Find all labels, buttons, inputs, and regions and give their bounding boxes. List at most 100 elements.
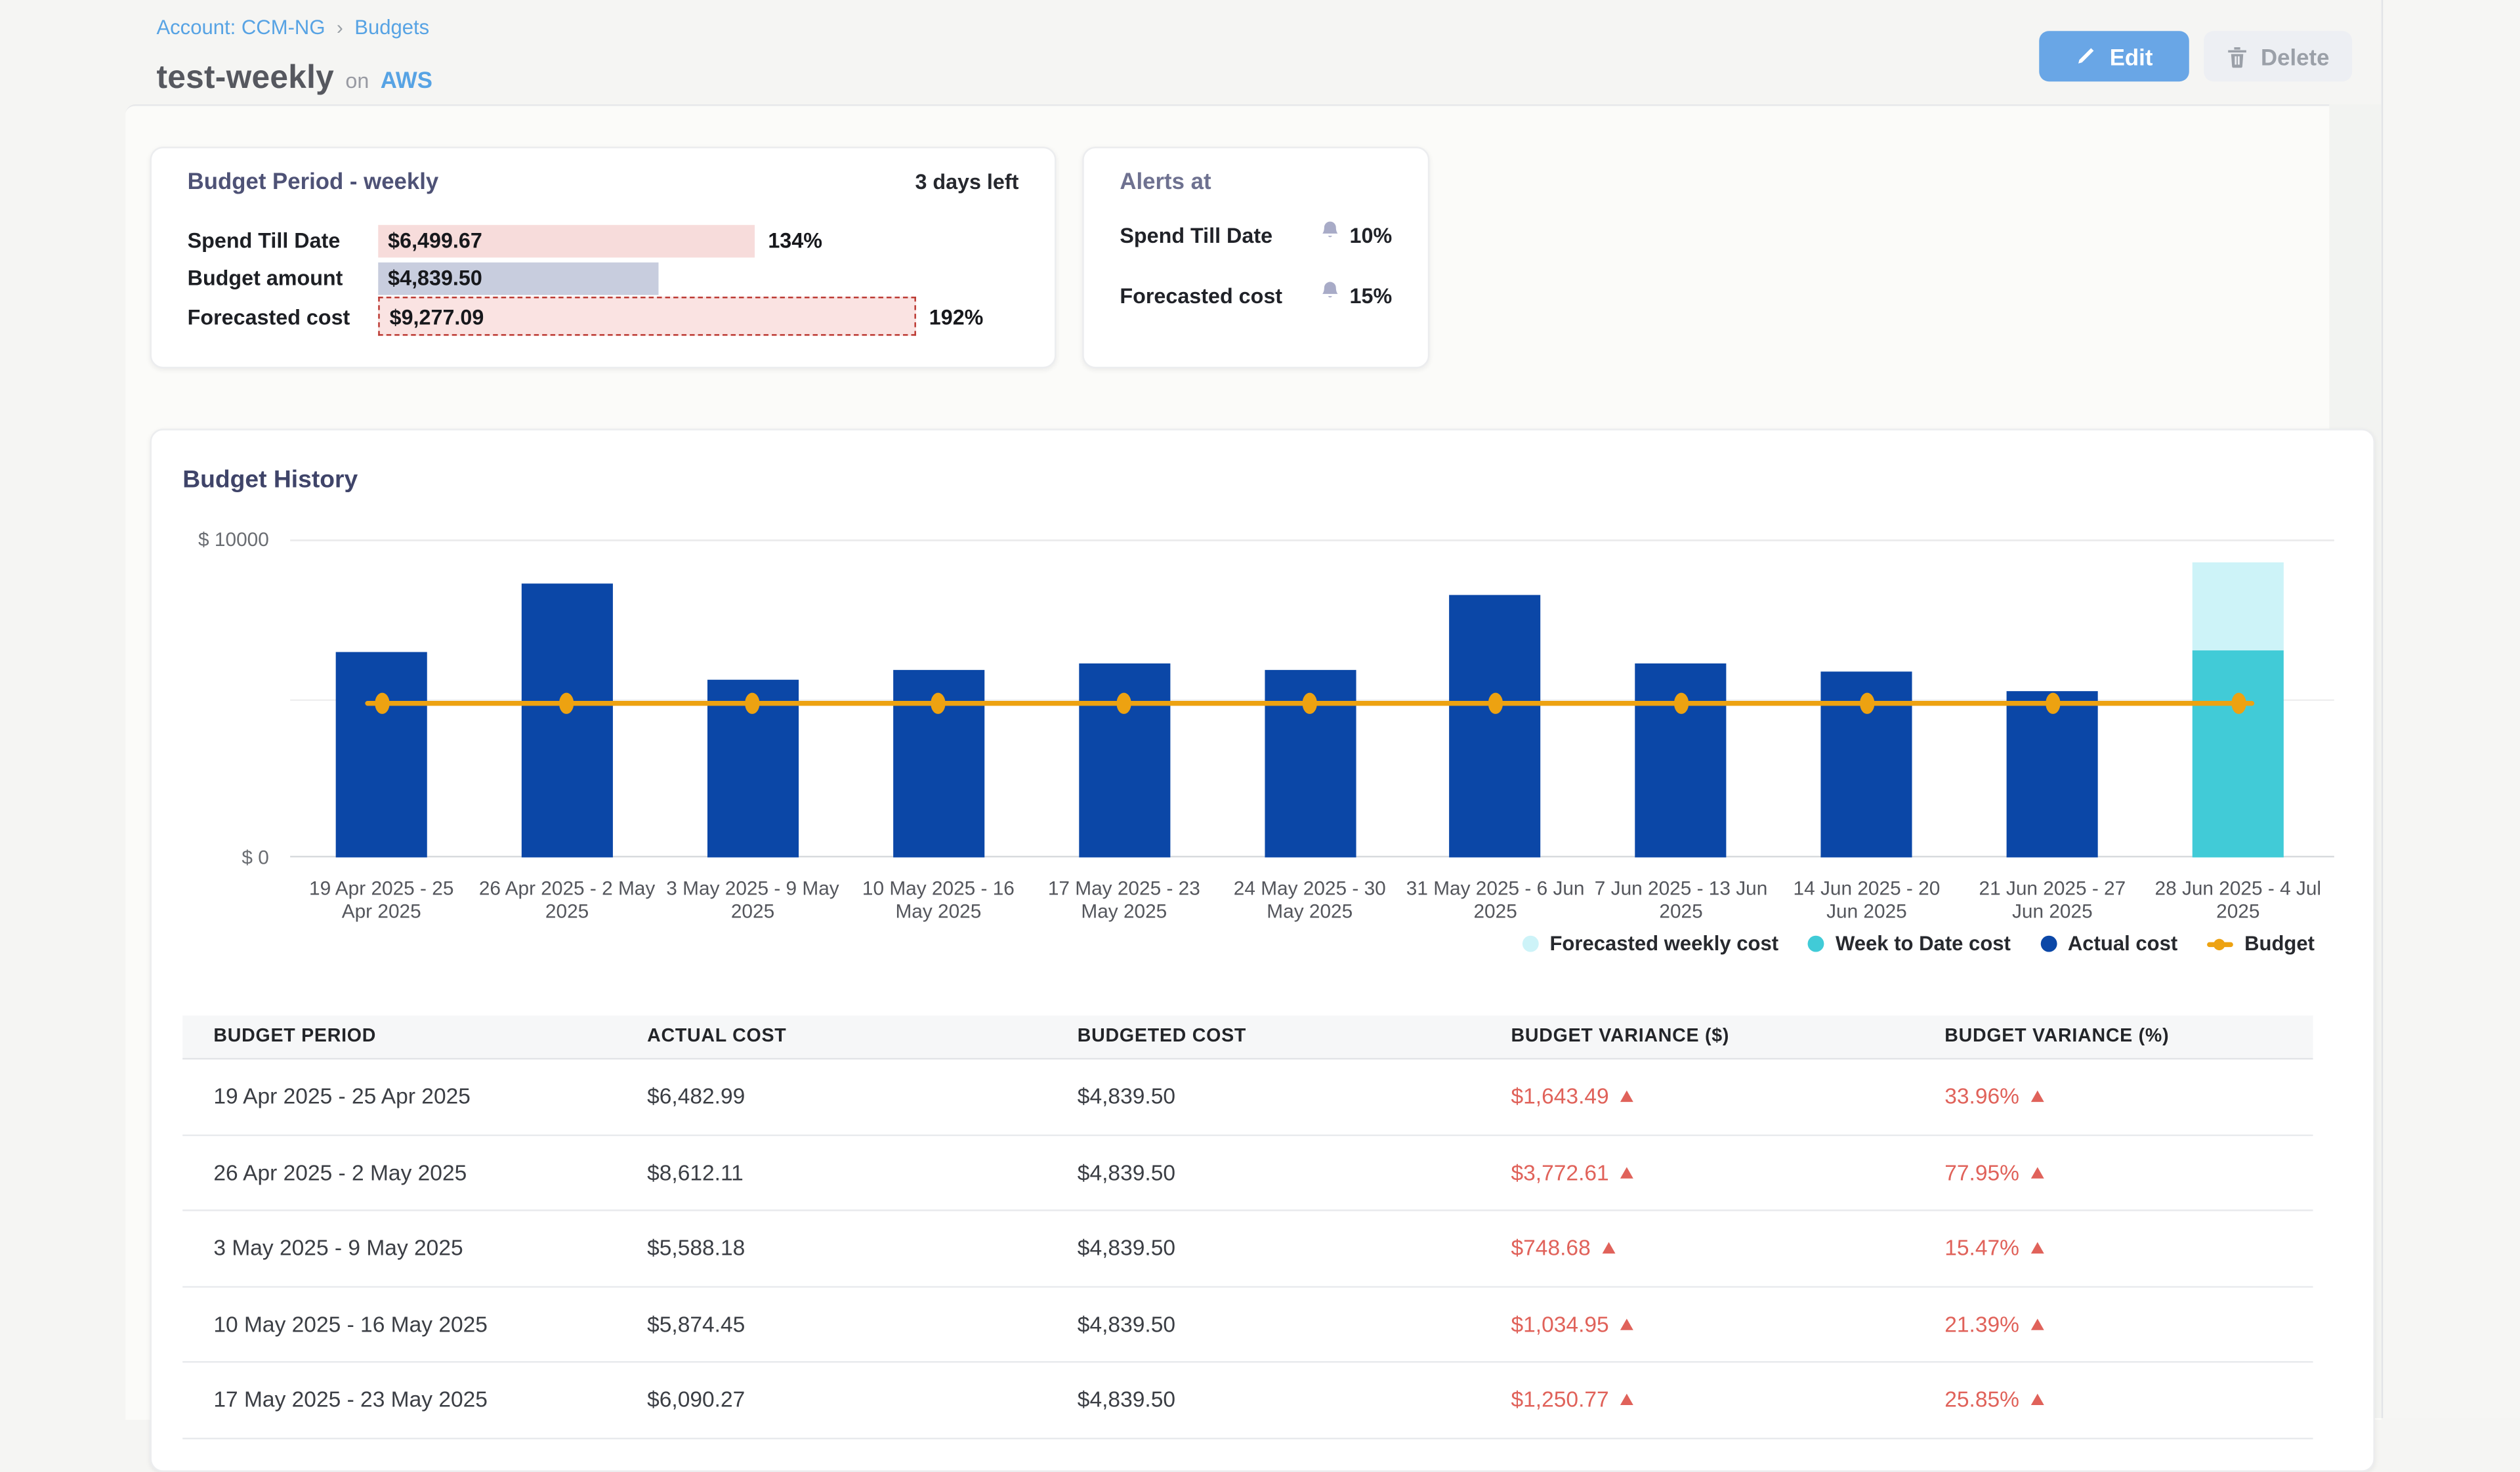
budget-detail-page: Account: CCM-NG › Budgets test-weekly on… [0, 0, 2520, 1418]
budget-line-marker[interactable] [1488, 693, 1502, 714]
up-triangle-icon [2030, 1091, 2044, 1102]
budget-amount-value: $4,839.50 [378, 266, 482, 290]
col-budget-variance-usd: BUDGET VARIANCE ($) [1480, 1027, 1914, 1047]
budget-line-icon [2207, 936, 2233, 952]
budget-amount-bar: $4,839.50 [378, 262, 659, 295]
alert-row-forecast: Forecasted cost 15% [1120, 280, 1392, 310]
col-budget-period: BUDGET PERIOD [182, 1027, 616, 1047]
legend-forecasted-weekly[interactable]: Forecasted weekly cost [1522, 933, 1778, 956]
actual-cost-bar[interactable] [522, 583, 613, 857]
forecast-dot-icon [1522, 936, 1538, 952]
legend-week-to-date[interactable]: Week to Date cost [1808, 933, 2011, 956]
x-axis-label: 21 Jun 2025 - 27Jun 2025 [1961, 877, 2143, 923]
cell-variance-usd: $1,034.95 [1480, 1312, 1914, 1336]
week-to-date-dot-icon [1808, 936, 1824, 952]
table-row: 17 May 2025 - 23 May 2025 $6,090.27 $4,8… [182, 1362, 2313, 1438]
cell-variance-usd: $3,772.61 [1480, 1160, 1914, 1185]
budget-period-card: Budget Period - weekly 3 days left Spend… [150, 147, 1057, 369]
delete-button[interactable]: Delete [2204, 31, 2352, 81]
spend-till-date-value: $6,499.67 [378, 228, 482, 253]
budget-line-marker[interactable] [1673, 693, 1688, 714]
breadcrumb: Account: CCM-NG › Budgets [156, 16, 429, 39]
cell-budget-period: 19 Apr 2025 - 25 Apr 2025 [182, 1084, 616, 1108]
actual-cost-bar[interactable] [1635, 663, 1727, 858]
cell-budgeted-cost: $4,839.50 [1047, 1312, 1480, 1336]
forecasted-cost-value: $9,277.09 [380, 304, 484, 328]
budget-history-card: Budget History Forecasted weekly cost We… [150, 429, 2375, 1472]
legend-label: Forecasted weekly cost [1549, 933, 1778, 956]
x-axis-label: 10 May 2025 - 16May 2025 [847, 877, 1030, 923]
x-axis-label: 17 May 2025 - 23May 2025 [1033, 877, 1215, 923]
table-row: 26 Apr 2025 - 2 May 2025 $8,612.11 $4,83… [182, 1135, 2313, 1211]
budget-line-marker[interactable] [1859, 693, 1874, 714]
forecasted-cost-row: Forecasted cost $9,277.09 192% [188, 297, 984, 336]
spend-till-date-label: Spend Till Date [188, 228, 379, 253]
breadcrumb-separator-icon: › [337, 16, 343, 39]
up-triangle-icon [2030, 1167, 2044, 1178]
table-row: 3 May 2025 - 9 May 2025 $5,588.18 $4,839… [182, 1211, 2313, 1286]
table-row: 10 May 2025 - 16 May 2025 $5,874.45 $4,8… [182, 1287, 2313, 1362]
cell-variance-pct: 33.96% [1914, 1084, 2313, 1108]
x-axis-label: 14 Jun 2025 - 20Jun 2025 [1775, 877, 1958, 923]
chart-plot [290, 539, 2334, 857]
forecasted-weekly-bar[interactable] [2193, 562, 2284, 651]
cell-budgeted-cost: $4,839.50 [1047, 1387, 1480, 1412]
up-triangle-icon [2030, 1394, 2044, 1405]
forecasted-cost-percent: 192% [929, 304, 984, 328]
trash-icon [2227, 45, 2248, 68]
alert-forecast-threshold: 15% [1350, 283, 1393, 307]
legend-label: Week to Date cost [1836, 933, 2011, 956]
legend-label: Budget [2244, 933, 2315, 956]
bell-icon [1320, 220, 1340, 249]
actual-cost-bar[interactable] [1450, 595, 1541, 857]
up-triangle-icon [1620, 1167, 1633, 1178]
cell-variance-usd: $1,643.49 [1480, 1084, 1914, 1108]
table-body: 19 Apr 2025 - 25 Apr 2025 $6,482.99 $4,8… [182, 1059, 2313, 1438]
cell-variance-usd: $748.68 [1480, 1236, 1914, 1260]
x-axis-label: 3 May 2025 - 9 May2025 [662, 877, 844, 923]
cell-budget-period: 17 May 2025 - 23 May 2025 [182, 1387, 616, 1412]
alerts-header: Alerts at [1120, 168, 1211, 194]
cell-actual-cost: $5,588.18 [616, 1236, 1047, 1260]
cell-variance-pct: 77.95% [1914, 1160, 2313, 1185]
up-triangle-icon [1620, 1318, 1633, 1330]
x-axis-label: 28 Jun 2025 - 4 Jul2025 [2147, 877, 2329, 923]
edit-button[interactable]: Edit [2039, 31, 2189, 81]
actual-cost-bar[interactable] [2007, 692, 2098, 857]
edit-button-label: Edit [2110, 43, 2153, 70]
platform-link[interactable]: AWS [381, 67, 432, 93]
alert-spend-label: Spend Till Date [1120, 222, 1272, 247]
budget-period-header: Budget Period - weekly [188, 168, 439, 194]
budget-history-chart: Forecasted weekly cost Week to Date cost… [152, 431, 2373, 985]
budget-amount-row: Budget amount $4,839.50 [188, 261, 659, 295]
spend-till-date-percent: 134% [768, 228, 822, 253]
spend-till-date-bar: $6,499.67 [378, 224, 755, 257]
title-connector: on [345, 68, 369, 93]
week-to-date-bar[interactable] [2193, 651, 2284, 858]
alert-spend-threshold: 10% [1350, 222, 1393, 247]
cell-budget-period: 10 May 2025 - 16 May 2025 [182, 1312, 616, 1336]
table-row: 19 Apr 2025 - 25 Apr 2025 $6,482.99 $4,8… [182, 1059, 2313, 1135]
legend-budget[interactable]: Budget [2207, 933, 2315, 956]
cell-variance-pct: 21.39% [1914, 1312, 2313, 1336]
delete-button-label: Delete [2261, 43, 2329, 70]
spend-till-date-row: Spend Till Date $6,499.67 134% [188, 223, 822, 257]
alert-forecast-label: Forecasted cost [1120, 283, 1282, 307]
breadcrumb-account-link[interactable]: Account: CCM-NG [156, 16, 325, 39]
actual-cost-bar[interactable] [336, 651, 427, 857]
cell-budget-period: 3 May 2025 - 9 May 2025 [182, 1236, 616, 1260]
up-triangle-icon [1602, 1242, 1615, 1253]
actual-cost-dot-icon [2040, 936, 2057, 952]
gridline [290, 539, 2334, 541]
breadcrumb-budgets-link[interactable]: Budgets [354, 16, 429, 39]
col-actual-cost: ACTUAL COST [616, 1027, 1047, 1047]
cell-actual-cost: $8,612.11 [616, 1160, 1047, 1185]
legend-actual-cost[interactable]: Actual cost [2040, 933, 2178, 956]
cell-variance-pct: 25.85% [1914, 1387, 2313, 1412]
up-triangle-icon [2030, 1318, 2044, 1330]
up-triangle-icon [1620, 1091, 1633, 1102]
forecasted-cost-bar: $9,277.09 [378, 297, 916, 336]
x-axis-label: 26 Apr 2025 - 2 May2025 [476, 877, 658, 923]
x-axis-label: 7 Jun 2025 - 13 Jun2025 [1589, 877, 1772, 923]
cell-variance-usd: $1,250.77 [1480, 1387, 1914, 1412]
